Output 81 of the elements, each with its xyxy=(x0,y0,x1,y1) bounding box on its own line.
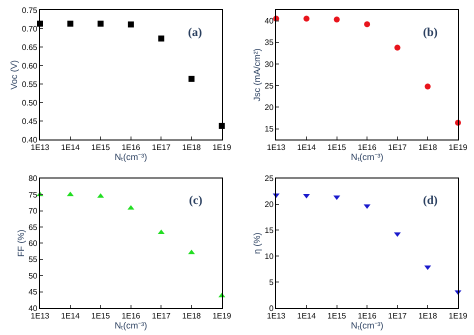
y-axis-title: FF (%) xyxy=(16,229,26,257)
x-tick-label: 1E17 xyxy=(388,312,408,321)
x-tick-label: 1E19 xyxy=(448,312,468,321)
y-tick-label: 70 xyxy=(28,206,38,216)
y-tick-label: 0.50 xyxy=(22,98,38,108)
x-tick-label: 1E16 xyxy=(122,143,141,152)
x-tick-label: 1E19 xyxy=(448,143,468,152)
annotation: (c) xyxy=(189,193,202,207)
x-axis-title: Nₜ(cm⁻³) xyxy=(114,320,148,331)
annotation: (a) xyxy=(188,25,202,39)
annotation: (d) xyxy=(423,193,438,207)
x-tick-label: 1E17 xyxy=(388,143,408,152)
y-tick-label: 0.65 xyxy=(22,42,38,52)
x-tick-label: 1E18 xyxy=(182,143,202,152)
y-tick-label: 15 xyxy=(264,226,274,236)
point xyxy=(364,21,370,28)
y-tick-label: 60 xyxy=(28,238,38,248)
point xyxy=(394,44,400,51)
point xyxy=(334,16,340,23)
y-tick-label: 25 xyxy=(264,81,274,90)
x-tick-label: 1E19 xyxy=(212,312,232,321)
x-tick-label: 1E17 xyxy=(152,312,172,321)
x-tick-label: 1E18 xyxy=(418,312,438,321)
x-tick-label: 1E14 xyxy=(60,312,80,321)
point xyxy=(98,20,104,27)
x-tick-label: 1E15 xyxy=(91,143,110,152)
y-tick-label: 10 xyxy=(264,252,274,261)
y-axis-title: Jsc (mA/cm²) xyxy=(252,48,262,102)
y-tick-label: 0.55 xyxy=(22,80,38,89)
y-tick-label: 30 xyxy=(264,60,274,69)
y-tick-label: 0.60 xyxy=(22,61,38,70)
x-tick-label: 1E15 xyxy=(327,312,347,321)
point xyxy=(67,20,74,27)
y-tick-label: 55 xyxy=(28,255,38,264)
y-axis-title: Voc (V) xyxy=(9,60,20,90)
y-tick-label: 50 xyxy=(28,271,38,280)
x-tick-label: 1E13 xyxy=(266,143,286,152)
point xyxy=(303,194,310,198)
y-tick-label: 75 xyxy=(28,190,38,200)
x-tick-label: 1E16 xyxy=(122,312,141,321)
x-axis-title: Nₜ(cm⁻³) xyxy=(350,152,384,162)
y-axis-title: η (%) xyxy=(252,232,262,254)
annotation: (b) xyxy=(423,25,438,39)
y-tick-label: 40 xyxy=(264,16,274,26)
point xyxy=(188,76,195,82)
y-tick-label: 0.40 xyxy=(22,135,38,144)
x-tick-label: 1E18 xyxy=(418,143,438,152)
y-tick-label: 40 xyxy=(28,304,38,313)
point xyxy=(128,21,134,28)
point xyxy=(424,83,431,90)
y-tick-label: 25 xyxy=(264,174,274,184)
x-axis-title: Nₜ(cm⁻³) xyxy=(350,320,384,331)
y-tick-label: 20 xyxy=(264,103,274,112)
x-tick-label: 1E19 xyxy=(212,143,232,152)
y-tick-label: 0.45 xyxy=(22,116,38,126)
x-tick-label: 1E16 xyxy=(358,143,377,152)
x-tick-label: 1E13 xyxy=(30,143,50,152)
x-tick-label: 1E16 xyxy=(358,312,377,321)
x-tick-label: 1E18 xyxy=(182,312,202,321)
y-tick-label: 35 xyxy=(264,38,274,48)
y-tick-label: 0.75 xyxy=(22,6,38,15)
x-tick-label: 1E14 xyxy=(60,143,80,152)
x-tick-label: 1E13 xyxy=(266,312,286,321)
y-tick-label: 5 xyxy=(269,278,274,287)
x-tick-label: 1E15 xyxy=(91,312,110,321)
y-tick-label: 45 xyxy=(28,288,38,297)
x-tick-label: 1E15 xyxy=(327,143,347,152)
x-axis-title: Nₜ(cm⁻³) xyxy=(114,152,148,162)
y-tick-label: 0 xyxy=(269,304,274,313)
x-tick-label: 1E17 xyxy=(152,143,172,152)
y-tick-label: 0.70 xyxy=(22,24,38,34)
y-tick-label: 15 xyxy=(264,124,274,134)
x-tick-label: 1E14 xyxy=(297,312,316,321)
x-tick-label: 1E13 xyxy=(30,312,50,321)
y-tick-label: 80 xyxy=(28,174,38,184)
point xyxy=(188,250,195,254)
y-tick-label: 20 xyxy=(264,200,274,210)
point xyxy=(158,36,164,42)
y-tick-label: 65 xyxy=(28,222,38,232)
point xyxy=(303,16,310,22)
x-tick-label: 1E14 xyxy=(297,143,316,152)
